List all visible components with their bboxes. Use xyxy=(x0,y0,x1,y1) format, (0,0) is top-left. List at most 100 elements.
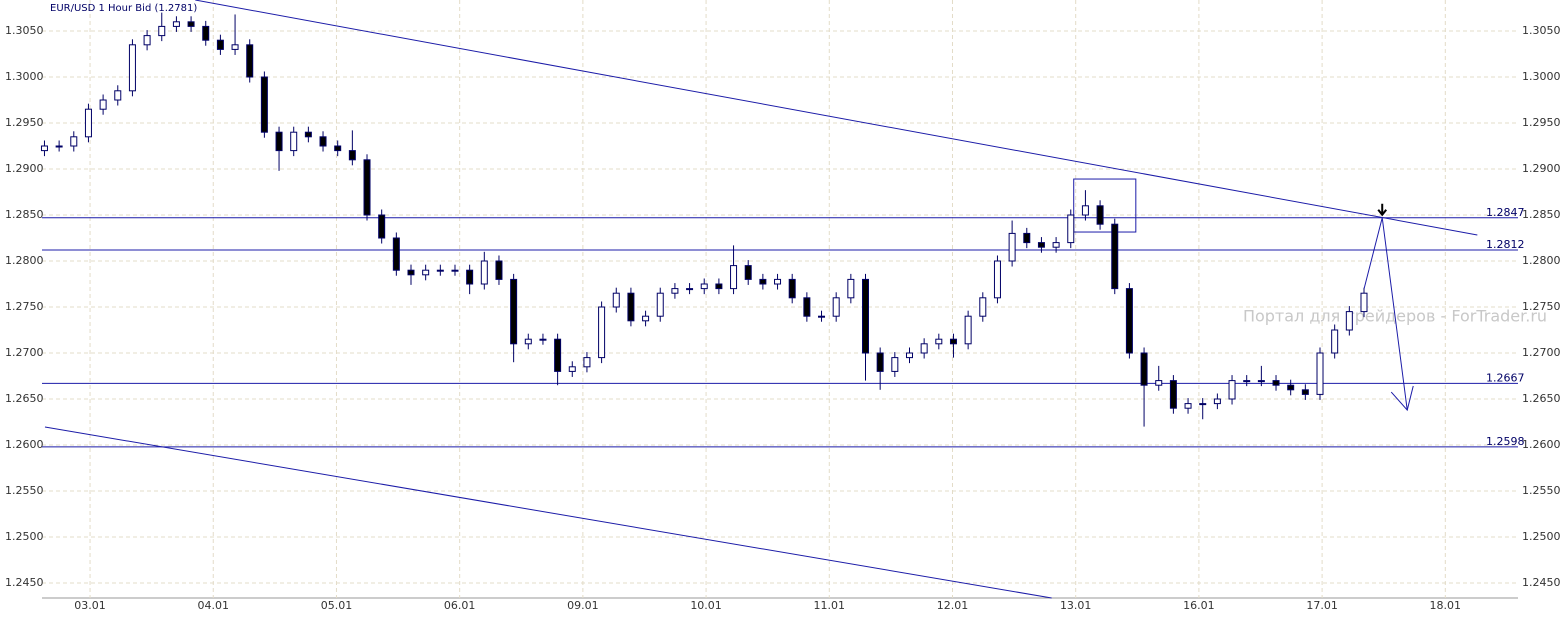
candle-body xyxy=(260,76,268,133)
y-tick-label: 1.3050 xyxy=(5,24,44,37)
candle-body xyxy=(935,338,943,345)
y-tick-label: 1.2600 xyxy=(5,438,44,451)
forecast-arrowhead xyxy=(1390,385,1414,412)
trend-line xyxy=(195,0,1478,236)
candle-body xyxy=(876,352,884,372)
y-tick-label-right: 1.2950 xyxy=(1522,116,1561,129)
x-tick-label: 16.01 xyxy=(1183,599,1215,612)
candle-body xyxy=(524,338,532,345)
candle-body xyxy=(334,145,342,152)
candle-body xyxy=(99,99,107,110)
candle-body xyxy=(1037,242,1045,248)
candle-body xyxy=(612,292,620,308)
candle-body xyxy=(378,214,386,239)
x-tick-label: 04.01 xyxy=(198,599,230,612)
candle-body xyxy=(114,90,122,101)
candle-body xyxy=(1067,214,1075,244)
candle-body xyxy=(847,278,855,299)
candle-body xyxy=(1023,232,1031,244)
candle-body xyxy=(510,278,518,345)
signal-arrow xyxy=(1377,203,1388,217)
candle-body xyxy=(568,366,576,372)
candle-body xyxy=(979,297,987,317)
y-tick-label-right: 1.2900 xyxy=(1522,162,1561,175)
candle-body xyxy=(275,131,283,152)
y-tick-label: 1.2500 xyxy=(5,530,44,543)
candle-body xyxy=(158,25,166,37)
candle-body xyxy=(70,136,78,147)
candle-body xyxy=(495,260,503,280)
candle-body xyxy=(554,338,562,372)
candle-body xyxy=(759,278,767,285)
x-tick-label: 10.01 xyxy=(690,599,722,612)
candle-body xyxy=(1111,223,1119,290)
candle-body xyxy=(583,357,591,368)
candle-body xyxy=(1331,329,1339,354)
candle-body xyxy=(407,269,415,276)
candle-body xyxy=(422,269,430,276)
x-tick-label: 11.01 xyxy=(814,599,846,612)
candle-body xyxy=(1140,352,1148,386)
x-tick-label: 18.01 xyxy=(1430,599,1462,612)
candle-body xyxy=(84,108,92,138)
level-label: 1.2667 xyxy=(1486,371,1525,384)
y-tick-label-right: 1.2600 xyxy=(1522,438,1561,451)
candle-body xyxy=(700,283,708,290)
candle-body xyxy=(1169,380,1177,409)
candle-body xyxy=(363,159,371,216)
y-tick-label-right: 1.3050 xyxy=(1522,24,1561,37)
y-tick-label-right: 1.2750 xyxy=(1522,300,1561,313)
chart-title: EUR/USD 1 Hour Bid (1.2781) xyxy=(50,3,197,14)
y-tick-label: 1.2900 xyxy=(5,162,44,175)
y-tick-label-right: 1.2800 xyxy=(1522,254,1561,267)
candle-body xyxy=(128,44,136,92)
candle-body xyxy=(598,306,606,359)
candle-body xyxy=(744,265,752,280)
trend-line xyxy=(44,426,1052,599)
candle-body xyxy=(1155,380,1163,386)
candle-body xyxy=(1213,398,1221,405)
candle-body xyxy=(1096,205,1104,225)
candle-body xyxy=(1052,242,1060,248)
candle-body xyxy=(55,145,63,148)
candle-body xyxy=(1228,380,1236,400)
y-tick-label: 1.2700 xyxy=(5,346,44,359)
candle-body xyxy=(1257,380,1265,383)
forecast-path xyxy=(1363,217,1408,411)
y-tick-label-right: 1.2450 xyxy=(1522,576,1561,589)
y-tick-label: 1.2550 xyxy=(5,484,44,497)
candle-body xyxy=(862,278,870,354)
x-tick-label: 17.01 xyxy=(1306,599,1338,612)
x-tick-label: 05.01 xyxy=(321,599,353,612)
candle-body xyxy=(40,145,48,152)
y-tick-label-right: 1.3000 xyxy=(1522,70,1561,83)
candle-body xyxy=(715,283,723,290)
candle-body xyxy=(671,288,679,294)
candle-body xyxy=(319,136,327,147)
candle-body xyxy=(246,44,254,78)
candle-body xyxy=(1243,380,1251,383)
candle-body xyxy=(290,131,298,152)
x-tick-label: 06.01 xyxy=(444,599,476,612)
candle-body xyxy=(1272,380,1280,386)
candle-body xyxy=(451,269,459,272)
candle-body xyxy=(1184,403,1192,409)
candle-body xyxy=(392,237,400,271)
candle-body xyxy=(993,260,1001,299)
candle-body xyxy=(1287,384,1295,391)
y-tick-label-right: 1.2850 xyxy=(1522,208,1561,221)
candle-body xyxy=(627,292,635,322)
candle-body xyxy=(730,265,738,290)
y-tick-label-right: 1.2550 xyxy=(1522,484,1561,497)
y-tick-label: 1.2750 xyxy=(5,300,44,313)
candle-body xyxy=(832,297,840,317)
candle-body xyxy=(774,278,782,285)
candle-body xyxy=(187,21,195,27)
y-tick-label: 1.3000 xyxy=(5,70,44,83)
candle-body xyxy=(539,338,547,341)
candle-body xyxy=(686,288,694,291)
candle-body xyxy=(642,315,650,322)
candle-body xyxy=(1316,352,1324,395)
candle-body xyxy=(1125,288,1133,354)
candle-body xyxy=(466,269,474,285)
